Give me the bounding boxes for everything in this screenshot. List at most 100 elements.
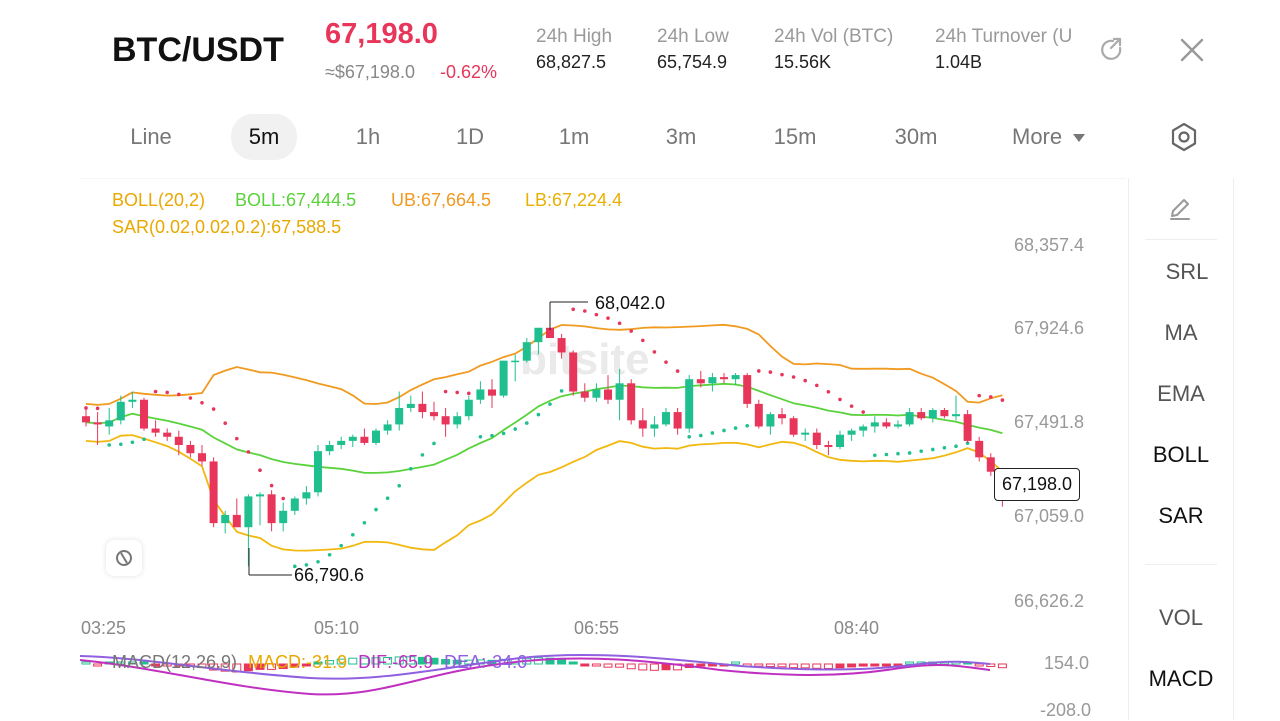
chart-settings-icon[interactable] xyxy=(1168,121,1200,153)
sar-dot xyxy=(989,395,993,399)
macd-bar xyxy=(243,663,253,672)
tab-3m[interactable]: 3m xyxy=(665,124,697,149)
sar-dot xyxy=(119,442,123,447)
sar-dot xyxy=(710,431,715,435)
candle-down xyxy=(232,514,241,528)
candle-down xyxy=(151,428,160,433)
macd-bar xyxy=(557,659,567,665)
macd-dif-line xyxy=(80,657,991,696)
macd-dea-value: DEA:-34.0 xyxy=(444,652,528,672)
fullscreen-icon[interactable] xyxy=(1097,35,1127,65)
sar-dot xyxy=(815,383,819,388)
candle-down xyxy=(569,352,578,392)
sar-dot xyxy=(269,483,274,488)
tab-more-label: More xyxy=(1012,124,1063,149)
tab-1h[interactable]: 1h xyxy=(355,124,381,149)
sar-dot xyxy=(246,450,251,454)
middle-band-path xyxy=(85,382,1003,474)
draw-pencil-icon[interactable] xyxy=(1165,194,1195,224)
candle-down xyxy=(778,414,786,419)
sidebar-item-boll[interactable]: BOLL xyxy=(1152,442,1210,467)
candle-up xyxy=(615,383,624,400)
stat-value-low: 65,754.9 xyxy=(657,52,728,72)
candle-down xyxy=(696,379,705,384)
tab-line[interactable]: Line xyxy=(130,124,172,149)
macd-bar xyxy=(905,661,915,665)
tab-1m[interactable]: 1m xyxy=(558,124,590,149)
sidebar-item-sar[interactable]: SAR xyxy=(1158,503,1204,528)
drawing-mode-icon[interactable] xyxy=(106,540,142,576)
candle-up xyxy=(221,514,230,524)
sidebar-item-macd[interactable]: MACD xyxy=(1148,666,1214,691)
candle-down xyxy=(488,389,496,396)
candle-down xyxy=(198,453,206,462)
macd-bar xyxy=(81,661,91,665)
macd-bar xyxy=(603,663,613,668)
sar-dot xyxy=(873,453,877,458)
approx-usd: ≈$67,198.0 xyxy=(325,62,415,82)
macd-bar xyxy=(383,657,393,665)
candle-down xyxy=(580,391,589,398)
candle-down xyxy=(940,410,949,417)
candle-down xyxy=(917,412,926,419)
price-axis-label: 67,924.6 xyxy=(1014,318,1085,338)
macd-dea-line xyxy=(80,654,991,680)
macd-axis-bottom: -208.0 xyxy=(1040,700,1092,720)
macd-bar xyxy=(870,663,880,667)
candle-up xyxy=(952,414,960,417)
sidebar-item-ema[interactable]: EMA xyxy=(1157,381,1205,406)
candle-up xyxy=(708,377,717,384)
macd-axis-top: 154.0 xyxy=(1044,653,1090,673)
tab-15m[interactable]: 15m xyxy=(773,124,817,149)
boll-lb-value: LB:67,224.4 xyxy=(525,190,623,210)
candle-up xyxy=(290,498,299,511)
indicator-sidebar: SRL MA EMA BOLL SAR VOL MACD xyxy=(1128,178,1234,720)
time-axis-label: 03:25 xyxy=(81,618,127,638)
boll-lower-band xyxy=(85,434,1003,552)
sar-dot xyxy=(107,443,111,447)
candle-down xyxy=(430,412,438,417)
sar-dot xyxy=(177,392,181,397)
sar-value: SAR(0.02,0.02,0.2):67,588.5 xyxy=(112,217,342,237)
tab-5m[interactable]: 5m xyxy=(231,114,297,160)
macd-bar xyxy=(847,663,857,668)
sidebar-item-srl[interactable]: SRL xyxy=(1165,259,1209,284)
tab-30m[interactable]: 30m xyxy=(894,124,938,149)
chart-area[interactable]: bitsite BOLL(20,2) BOLL:67,444.5 UB:67,6… xyxy=(80,178,1126,720)
candle-down xyxy=(986,457,995,472)
candle-down xyxy=(140,399,148,429)
close-icon[interactable] xyxy=(1178,36,1206,64)
macd-bar xyxy=(777,663,787,668)
macd-bar xyxy=(731,661,741,665)
macd-value: MACD:-31.9 xyxy=(248,652,348,672)
macd-bar xyxy=(139,661,149,665)
macd-bar xyxy=(336,658,346,665)
change-percent: -0.62% xyxy=(440,62,498,82)
macd-bar xyxy=(348,657,358,665)
sar-dot xyxy=(675,369,680,373)
sidebar-item-ma[interactable]: MA xyxy=(1164,320,1198,345)
candle-down xyxy=(82,416,90,423)
boll-label: BOLL(20,2) xyxy=(112,190,206,210)
sidebar-item-vol[interactable]: VOL xyxy=(1158,605,1204,630)
candle-down xyxy=(824,444,833,448)
sar-dot xyxy=(664,360,668,364)
sar-dot xyxy=(571,307,575,312)
sar-dot xyxy=(931,447,935,452)
candle-up xyxy=(650,424,659,429)
sar-dot xyxy=(142,437,146,442)
macd-bar xyxy=(696,663,706,667)
sar-dot xyxy=(617,321,622,326)
macd-bar xyxy=(858,663,868,667)
macd-bar xyxy=(580,663,590,667)
sar-dot xyxy=(281,496,285,501)
candle-down xyxy=(963,414,972,441)
tab-1d[interactable]: 1D xyxy=(455,124,485,149)
candle-down xyxy=(604,389,612,400)
tab-more[interactable]: More xyxy=(1012,114,1098,160)
sar-dot xyxy=(849,404,854,408)
sar-dot xyxy=(304,563,309,567)
candles xyxy=(82,309,1007,567)
candle-up xyxy=(801,432,810,435)
candle-up xyxy=(847,430,856,435)
